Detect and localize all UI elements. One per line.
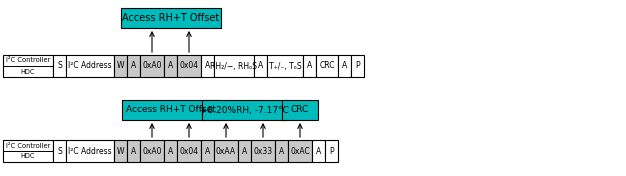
Text: A: A (342, 61, 347, 71)
Text: W: W (117, 61, 124, 71)
Text: P: P (355, 61, 360, 71)
Text: A: A (205, 146, 210, 156)
Text: A: A (242, 146, 247, 156)
Text: 0xA0: 0xA0 (142, 61, 162, 71)
Text: I²C Controller: I²C Controller (6, 143, 50, 149)
Bar (202, 100, 287, 120)
Bar (164, 140, 177, 162)
Bar (177, 55, 201, 77)
Bar (177, 140, 201, 162)
Text: A: A (205, 61, 210, 71)
Bar (254, 55, 267, 77)
Bar (201, 55, 214, 77)
Text: S: S (57, 146, 62, 156)
Bar (66, 55, 114, 77)
Text: A: A (168, 61, 173, 71)
Text: Access RH+T Offset: Access RH+T Offset (122, 13, 219, 23)
Text: S: S (57, 61, 62, 71)
Bar (164, 55, 177, 77)
Text: CRC: CRC (319, 61, 335, 71)
Text: I²C Controller: I²C Controller (6, 58, 50, 64)
Bar (214, 55, 254, 77)
Bar (201, 140, 214, 162)
Text: A: A (316, 146, 321, 156)
Bar (140, 55, 164, 77)
Bar (214, 140, 238, 162)
Text: 0x04: 0x04 (180, 61, 198, 71)
Bar (121, 100, 220, 120)
Bar (312, 140, 325, 162)
Bar (66, 140, 114, 162)
Text: HDC: HDC (21, 68, 35, 74)
Text: RH₂/−, RHₒS: RH₂/−, RHₒS (210, 61, 257, 71)
Text: A: A (131, 61, 136, 71)
Text: CRC: CRC (291, 105, 309, 115)
Bar (267, 55, 303, 77)
Text: HDC: HDC (21, 153, 35, 159)
Bar (53, 55, 66, 77)
Text: 0xAA: 0xAA (216, 146, 236, 156)
Text: 0x33: 0x33 (254, 146, 272, 156)
Bar (127, 140, 140, 162)
Text: I²C Address: I²C Address (68, 146, 112, 156)
Text: 0xAC: 0xAC (290, 146, 310, 156)
Text: +8.20%RH, -7.17°C: +8.20%RH, -7.17°C (200, 105, 289, 115)
Bar (351, 55, 364, 77)
Text: T₊/₋, TₒS: T₊/₋, TₒS (269, 61, 301, 71)
Bar (288, 140, 312, 162)
Text: Access RH+T Offset: Access RH+T Offset (126, 105, 215, 115)
Bar (114, 140, 127, 162)
Bar (282, 100, 318, 120)
Bar (114, 55, 127, 77)
Bar (303, 55, 316, 77)
Text: A: A (279, 146, 284, 156)
Text: A: A (168, 146, 173, 156)
Bar (251, 140, 275, 162)
Text: P: P (329, 146, 334, 156)
Bar (275, 140, 288, 162)
Text: A: A (131, 146, 136, 156)
Bar (140, 140, 164, 162)
Text: I²C Address: I²C Address (68, 61, 112, 71)
Bar (325, 140, 338, 162)
Text: W: W (117, 146, 124, 156)
Bar (53, 140, 66, 162)
Bar (3, 140, 53, 162)
Bar (120, 8, 220, 28)
Bar (238, 140, 251, 162)
Bar (338, 55, 351, 77)
Text: A: A (258, 61, 263, 71)
Bar (316, 55, 338, 77)
Text: 0xA0: 0xA0 (142, 146, 162, 156)
Bar (3, 55, 53, 77)
Text: 0x04: 0x04 (180, 146, 198, 156)
Text: A: A (307, 61, 312, 71)
Bar (127, 55, 140, 77)
